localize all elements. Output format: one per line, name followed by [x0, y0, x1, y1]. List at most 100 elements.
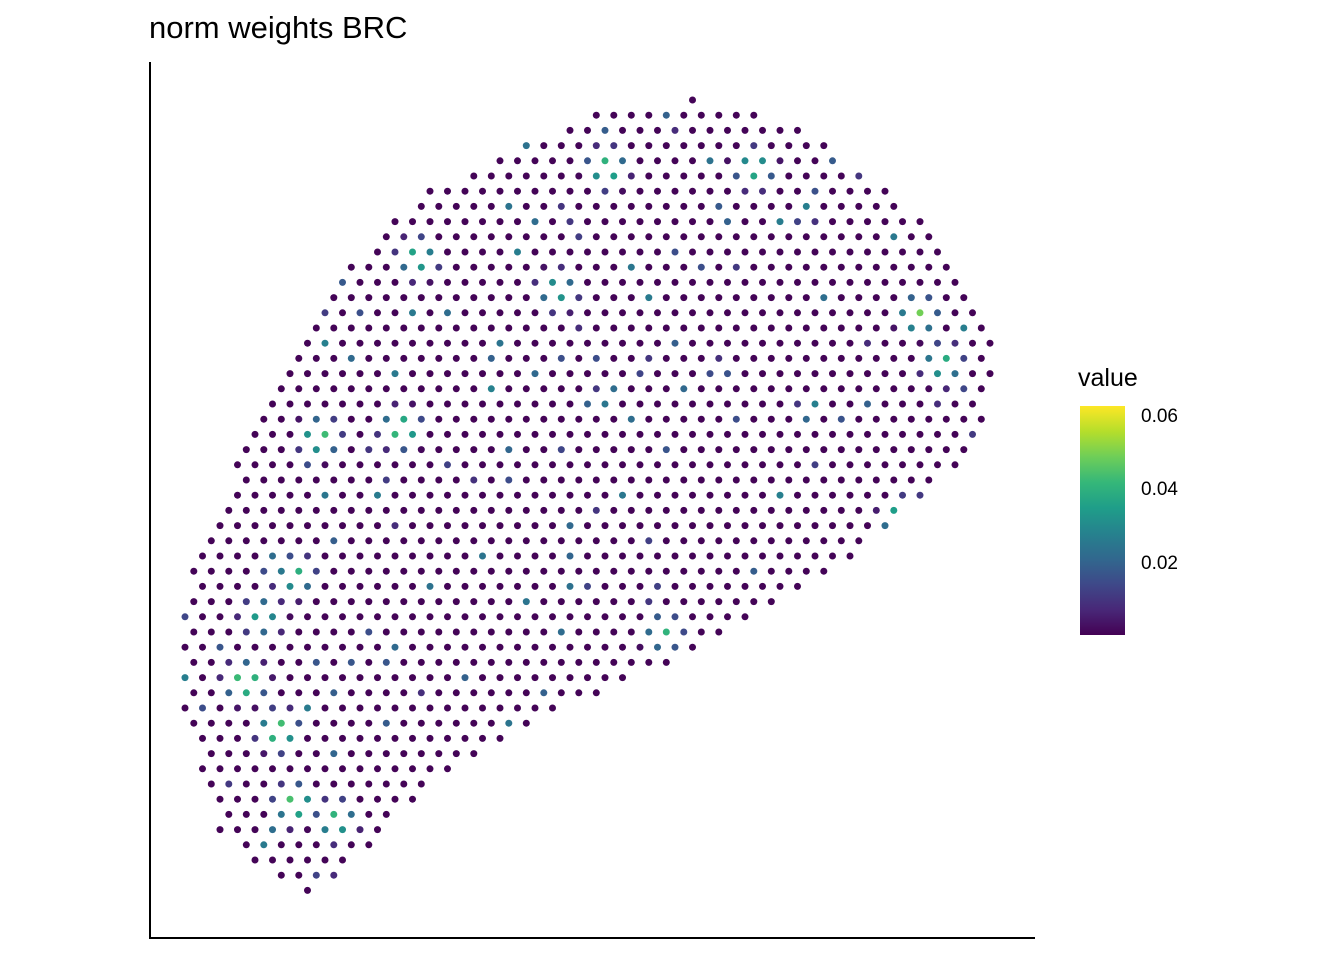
- spot-point: [461, 674, 469, 682]
- spot-point: [277, 719, 285, 727]
- spot-point: [724, 218, 731, 226]
- spot-point: [339, 309, 346, 317]
- spot-point: [522, 142, 530, 150]
- spot-point: [356, 370, 364, 378]
- spot-point: [776, 552, 784, 560]
- spot-point: [592, 476, 600, 484]
- spot-point: [321, 430, 329, 438]
- spot-point: [540, 476, 548, 484]
- spot-point: [697, 294, 705, 302]
- spot-point: [365, 658, 373, 666]
- spot-point: [522, 628, 530, 636]
- spot-point: [671, 552, 679, 560]
- spot-point: [864, 430, 871, 438]
- spot-point: [627, 446, 635, 454]
- spot-point: [304, 643, 311, 651]
- spot-point: [426, 400, 434, 408]
- spot-point: [724, 430, 731, 438]
- spot-point: [689, 491, 696, 499]
- spot-point: [479, 218, 486, 226]
- spot-point: [365, 567, 373, 575]
- spot-point: [794, 248, 801, 256]
- spot-point: [242, 689, 250, 697]
- spot-point: [382, 233, 390, 241]
- spot-point: [680, 111, 688, 119]
- spot-point: [610, 324, 618, 332]
- spot-point: [339, 400, 346, 408]
- spot-point: [706, 278, 714, 286]
- spot-point: [916, 461, 924, 469]
- spot-point: [645, 567, 653, 575]
- spot-point: [435, 628, 443, 636]
- spot-point: [216, 674, 224, 682]
- spot-point: [776, 157, 784, 165]
- spot-point: [584, 187, 591, 195]
- spot-point: [627, 263, 635, 271]
- spot-point: [741, 370, 749, 378]
- spot-point: [785, 202, 793, 210]
- spot-point: [426, 248, 434, 256]
- spot-point: [531, 704, 539, 712]
- spot-point: [627, 111, 635, 119]
- spot-point: [584, 248, 591, 256]
- spot-point: [242, 446, 250, 454]
- spot-point: [767, 476, 775, 484]
- spot-point: [514, 157, 521, 165]
- spot-point: [592, 385, 600, 393]
- spot-point: [960, 385, 968, 393]
- spot-point: [934, 309, 941, 317]
- spot-point: [724, 126, 731, 134]
- spot-point: [584, 218, 591, 226]
- spot-point: [417, 750, 425, 758]
- spot-point: [391, 795, 399, 803]
- spot-point: [881, 309, 889, 317]
- spot-point: [452, 689, 460, 697]
- spot-point: [505, 415, 513, 423]
- spot-point: [794, 491, 801, 499]
- spot-point: [505, 537, 513, 545]
- spot-point: [391, 248, 399, 256]
- spot-point: [505, 385, 513, 393]
- spot-point: [286, 704, 294, 712]
- spot-point: [470, 294, 478, 302]
- spot-point: [575, 354, 583, 362]
- spot-point: [697, 476, 705, 484]
- spot-point: [881, 522, 889, 530]
- spot-point: [706, 248, 714, 256]
- spot-point: [251, 552, 259, 560]
- spot-point: [794, 370, 801, 378]
- spot-point: [846, 339, 854, 347]
- spot-point: [540, 567, 548, 575]
- spot-point: [601, 674, 609, 682]
- spot-point: [837, 294, 845, 302]
- spot-point: [549, 309, 556, 317]
- spot-point: [531, 218, 539, 226]
- spot-point: [540, 172, 548, 180]
- spot-point: [260, 841, 268, 849]
- spot-point: [496, 248, 504, 256]
- spot-point: [260, 446, 268, 454]
- spot-point: [732, 476, 740, 484]
- spot-point: [409, 552, 416, 560]
- spot-point: [907, 263, 915, 271]
- spot-point: [356, 491, 364, 499]
- spot-point: [671, 430, 679, 438]
- spot-point: [689, 187, 696, 195]
- spot-point: [347, 506, 355, 514]
- spot-point: [776, 522, 784, 530]
- spot-point: [347, 537, 355, 545]
- spot-point: [785, 263, 793, 271]
- spot-point: [767, 567, 775, 575]
- spot-point: [829, 522, 836, 530]
- spot-point: [374, 522, 381, 530]
- spot-point: [785, 294, 793, 302]
- spot-point: [409, 339, 416, 347]
- spot-point: [514, 187, 521, 195]
- spot-point: [435, 233, 443, 241]
- spot-point: [820, 324, 828, 332]
- spot-point: [487, 263, 495, 271]
- spot-point: [601, 218, 609, 226]
- spot-point: [759, 552, 766, 560]
- spot-point: [321, 339, 329, 347]
- spot-point: [557, 354, 565, 362]
